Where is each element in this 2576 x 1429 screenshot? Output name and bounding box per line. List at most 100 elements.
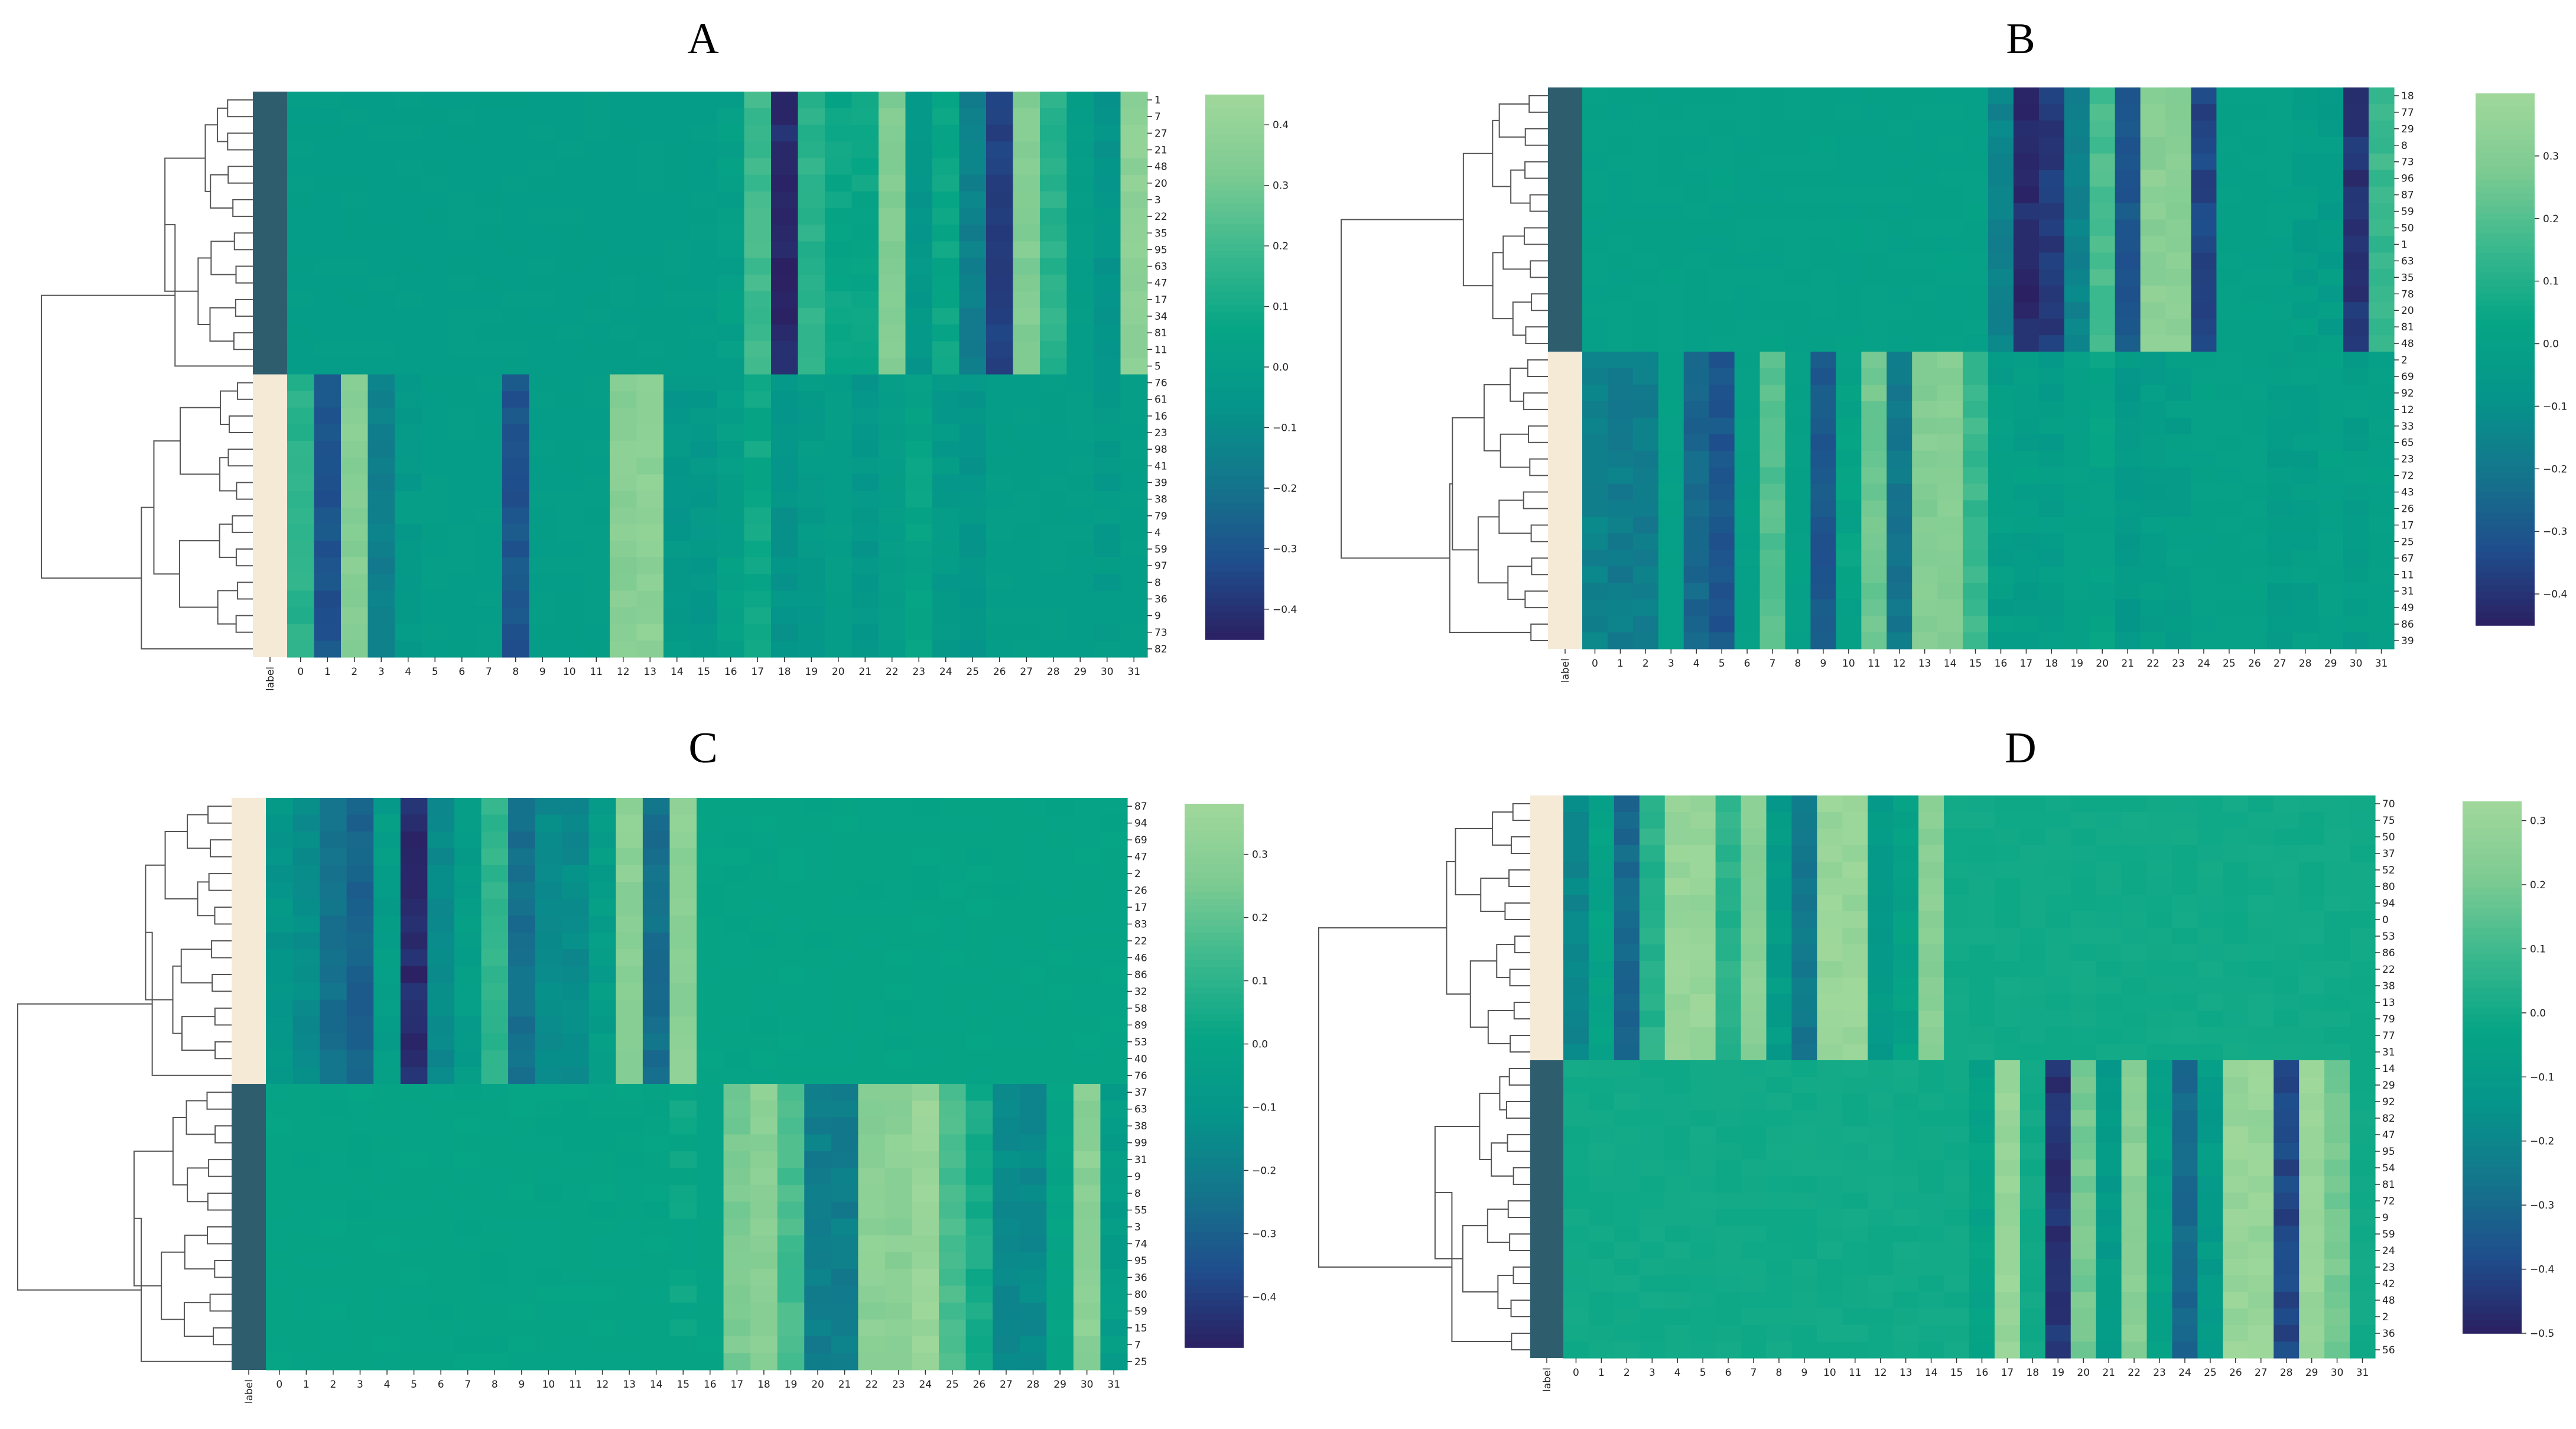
heatmap-cell <box>1639 944 1666 962</box>
heatmap-cell <box>1785 236 1811 254</box>
column-tick-label: label <box>265 667 277 691</box>
heatmap-cell <box>1969 928 1995 945</box>
heatmap-cell <box>2318 302 2344 319</box>
heatmap-cell <box>1588 795 1615 813</box>
heatmap-cell <box>475 258 503 275</box>
heatmap-cell <box>1918 1093 1944 1110</box>
heatmap-cell <box>777 1235 805 1253</box>
heatmap-cell <box>2191 153 2217 171</box>
heatmap-cell <box>287 324 315 342</box>
heatmap-cell <box>1759 483 1786 501</box>
heatmap-cell <box>481 1100 509 1118</box>
colorbar-segment <box>1185 1076 1244 1083</box>
heatmap-cell <box>1861 219 1887 237</box>
heatmap-cell <box>1969 1126 1995 1144</box>
row-tick-label: 3 <box>1154 194 1161 206</box>
heatmap-cell <box>583 324 610 342</box>
heatmap-cell <box>1709 583 1735 600</box>
heatmap-cell <box>448 441 476 458</box>
heatmap-cell <box>1741 1226 1767 1243</box>
heatmap-cell <box>2115 236 2141 254</box>
heatmap-cell <box>346 1033 374 1051</box>
heatmap-cell <box>2324 895 2350 912</box>
heatmap-cell <box>2248 961 2274 978</box>
heatmap-cell <box>636 474 664 492</box>
heatmap-cell <box>851 208 879 225</box>
heatmap-cell <box>314 441 341 458</box>
heatmap-cell <box>529 407 557 425</box>
heatmap-cell <box>287 457 315 475</box>
heatmap-cell <box>1066 274 1094 292</box>
heatmap-cell <box>535 932 562 950</box>
heatmap-cell <box>723 831 751 849</box>
heatmap-cell <box>508 1285 536 1303</box>
heatmap-cell <box>1988 417 2014 435</box>
colorbar-segment <box>2476 405 2535 413</box>
heatmap-cell <box>562 1100 590 1118</box>
heatmap-cell <box>2191 335 2217 352</box>
heatmap-cell <box>320 915 347 933</box>
heatmap-cell <box>750 1235 778 1253</box>
heatmap-cell <box>2216 417 2242 435</box>
heatmap-cell <box>448 607 476 625</box>
colorbar-tick-label: −0.1 <box>2543 401 2567 413</box>
heatmap-cell <box>771 590 799 608</box>
heatmap-cell <box>804 999 832 1017</box>
heatmap-cell <box>1937 319 1963 336</box>
heatmap-cell <box>1963 352 1989 369</box>
heatmap-cell <box>1582 335 1608 352</box>
heatmap-cell <box>636 557 664 574</box>
row-tick-label: 36 <box>1134 1272 1147 1284</box>
heatmap-cell <box>1734 120 1761 138</box>
column-tick-label: 14 <box>1944 658 1957 670</box>
heatmap-cell <box>1912 186 1938 204</box>
heatmap-cell <box>717 424 745 441</box>
heatmap-cell <box>2019 961 2046 978</box>
heatmap-cell <box>2197 1060 2223 1077</box>
heatmap-cell <box>1963 483 1989 501</box>
heatmap-cell <box>1013 457 1040 475</box>
heatmap-cell <box>421 607 449 625</box>
heatmap-cell <box>1836 137 1862 154</box>
heatmap-cell <box>2343 219 2369 237</box>
heatmap-cell <box>1664 1011 1691 1028</box>
heatmap-cell <box>1766 795 1793 813</box>
heatmap-cell <box>1766 895 1793 912</box>
heatmap-cell <box>2038 517 2065 534</box>
heatmap-cell <box>2242 335 2268 352</box>
heatmap-cell <box>697 1100 724 1118</box>
heatmap-cell <box>1836 335 1862 352</box>
heatmap-cell <box>1969 994 1995 1011</box>
heatmap-cell <box>879 474 906 492</box>
heatmap-cell <box>400 1117 428 1135</box>
heatmap-cell <box>395 391 422 408</box>
dendrogram-link <box>227 132 253 151</box>
heatmap-cell <box>502 474 530 492</box>
heatmap-cell <box>2299 1110 2325 1127</box>
heatmap-cell <box>2096 1110 2122 1127</box>
colorbar-segment <box>1205 196 1264 204</box>
heatmap-cell <box>395 174 422 192</box>
heatmap-cell <box>912 1235 939 1253</box>
heatmap-cell <box>1810 434 1836 452</box>
heatmap-cell <box>1893 1077 1919 1094</box>
heatmap-cell <box>1094 141 1121 159</box>
heatmap-cell <box>1120 607 1148 625</box>
colorbar-segment <box>1205 462 1264 470</box>
heatmap-cell <box>1658 401 1684 418</box>
heatmap-cell <box>2038 153 2065 171</box>
heatmap-cell <box>750 966 778 983</box>
heatmap-cell <box>697 1016 724 1034</box>
heatmap-cell <box>2064 302 2090 319</box>
heatmap-cell <box>723 1084 751 1102</box>
heatmap-cell <box>2070 1044 2097 1061</box>
heatmap-cell <box>1073 1168 1101 1186</box>
heatmap-cell <box>1709 252 1735 269</box>
heatmap-cell <box>454 814 482 832</box>
heatmap-cell <box>2165 252 2192 269</box>
heatmap-cell <box>1120 158 1148 176</box>
heatmap-cell <box>1963 517 1989 534</box>
heatmap-cell <box>1658 87 1684 105</box>
heatmap-cell <box>1912 153 1938 171</box>
colorbar-segment <box>1185 1008 1244 1015</box>
